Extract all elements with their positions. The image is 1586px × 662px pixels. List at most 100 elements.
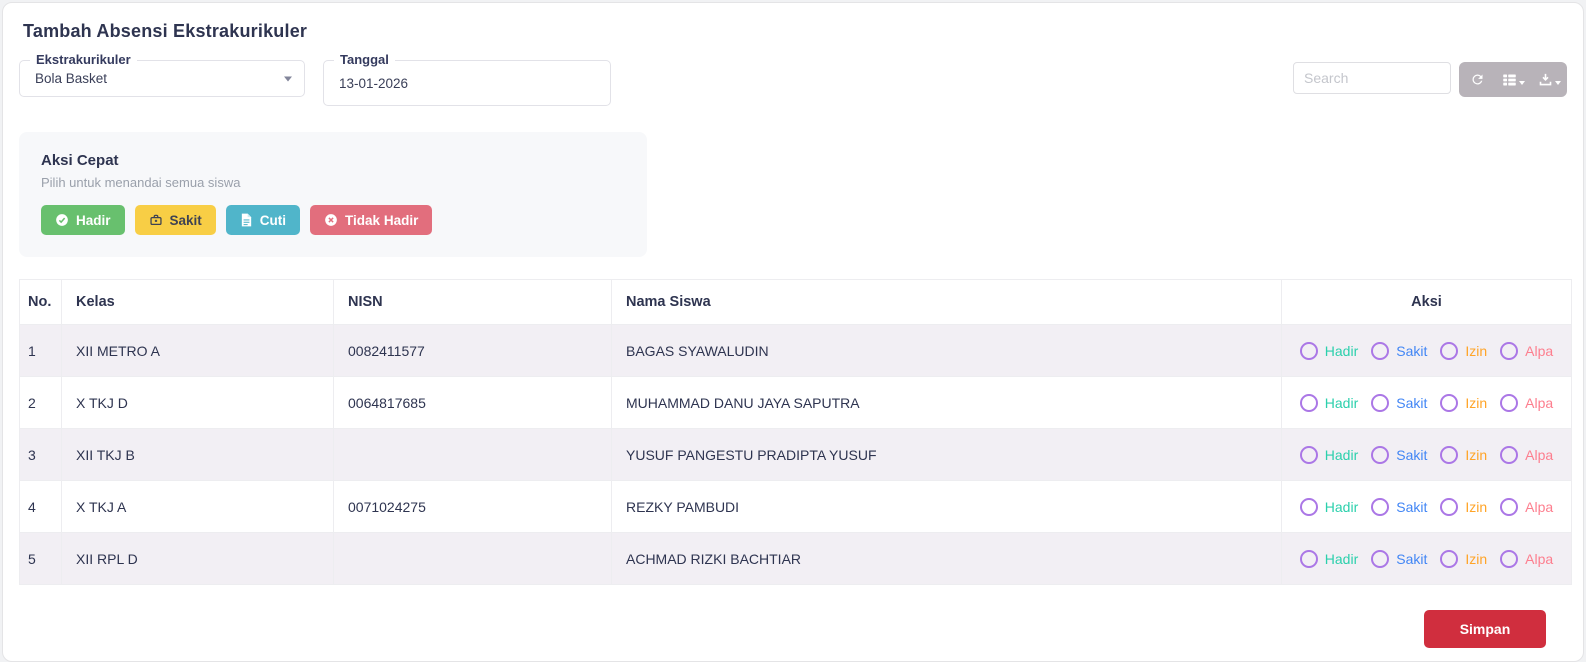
ekstrakurikuler-value: Bola Basket — [35, 71, 108, 86]
radio-label: Izin — [1465, 550, 1488, 567]
radio-option-hadir[interactable]: Hadir — [1299, 445, 1359, 464]
mark-all-hadir-button[interactable]: Hadir — [41, 205, 125, 235]
attendance-radio-group: Hadir Sakit Izin Alpa — [1296, 445, 1557, 464]
radio-label: Izin — [1465, 446, 1488, 463]
radio-option-izin[interactable]: Izin — [1440, 497, 1487, 516]
radio-circle[interactable] — [1371, 393, 1390, 412]
radio-circle[interactable] — [1440, 393, 1459, 412]
export-button[interactable] — [1531, 62, 1567, 97]
radio-circle[interactable] — [1440, 341, 1459, 360]
radio-option-alpa[interactable]: Alpa — [1500, 497, 1553, 516]
radio-circle[interactable] — [1371, 341, 1390, 360]
radio-option-hadir[interactable]: Hadir — [1299, 497, 1358, 516]
row-aksi-cell: Hadir Sakit Izin Alpa — [1281, 480, 1572, 533]
radio-circle[interactable] — [1500, 497, 1519, 516]
radio-label: Alpa — [1525, 446, 1554, 463]
columns-toggle-button[interactable] — [1495, 62, 1531, 97]
button-label: Cuti — [259, 212, 287, 228]
row-nama: ACHMAD RIZKI BACHTIAR — [611, 532, 1282, 585]
radio-circle[interactable] — [1299, 393, 1318, 412]
row-aksi-cell: Hadir Sakit Izin Alpa — [1281, 532, 1572, 585]
mark-all-sakit-button[interactable]: Sakit — [134, 205, 216, 235]
radio-label: Sakit — [1396, 498, 1428, 515]
attendance-radio-group: Hadir Sakit Izin Alpa — [1296, 341, 1557, 360]
radio-option-hadir[interactable]: Hadir — [1299, 549, 1358, 568]
radio-circle[interactable] — [1371, 549, 1390, 568]
radio-circle[interactable] — [1299, 549, 1318, 568]
radio-option-hadir[interactable]: Hadir — [1299, 341, 1359, 360]
medical-briefcase-icon — [149, 213, 163, 227]
radio-option-sakit[interactable]: Sakit — [1371, 445, 1428, 464]
row-no: 1 — [19, 324, 62, 377]
radio-circle[interactable] — [1500, 341, 1519, 360]
row-nisn: 0071024275 — [333, 480, 612, 533]
save-button[interactable]: Simpan — [1424, 610, 1546, 648]
radio-circle[interactable] — [1299, 497, 1318, 516]
radio-option-izin[interactable]: Izin — [1440, 341, 1487, 360]
refresh-icon — [1470, 72, 1485, 87]
row-nama: YUSUF PANGESTU PRADIPTA YUSUF — [611, 428, 1282, 481]
radio-circle[interactable] — [1440, 445, 1459, 464]
ekstrakurikuler-select[interactable]: Ekstrakurikuler Bola Basket — [19, 52, 305, 97]
radio-label: Hadir — [1324, 446, 1359, 463]
radio-circle[interactable] — [1440, 497, 1459, 516]
radio-label: Alpa — [1525, 550, 1554, 567]
button-label: Sakit — [169, 212, 202, 228]
button-label: Tidak Hadir — [345, 212, 419, 228]
search-input[interactable] — [1293, 62, 1451, 94]
row-aksi-cell: Hadir Sakit Izin Alpa — [1281, 376, 1572, 429]
row-no: 5 — [19, 532, 62, 585]
table-row: 3 XII TKJ B YUSUF PANGESTU PRADIPTA YUSUF H… — [19, 428, 1572, 481]
row-no: 2 — [19, 376, 62, 429]
quick-actions-title: Aksi Cepat — [41, 152, 119, 169]
table-toolbar — [1293, 60, 1567, 97]
radio-label: Alpa — [1525, 394, 1554, 411]
row-nisn — [333, 428, 612, 481]
row-kelas: XII TKJ B — [61, 428, 334, 481]
radio-option-alpa[interactable]: Alpa — [1500, 341, 1554, 360]
chevron-down-icon — [1554, 80, 1561, 85]
refresh-button[interactable] — [1459, 62, 1495, 97]
radio-label: Alpa — [1525, 342, 1554, 359]
header-aksi: Aksi — [1281, 279, 1572, 325]
file-document-icon — [240, 213, 253, 227]
radio-label: Hadir — [1324, 342, 1359, 359]
radio-circle[interactable] — [1371, 445, 1390, 464]
filter-row: Ekstrakurikuler Bola Basket Tanggal 13-0… — [19, 52, 1567, 106]
quick-actions-panel: Aksi Cepat Pilih untuk menandai semua si… — [19, 132, 647, 257]
quick-actions-subtitle: Pilih untuk menandai semua siswa — [41, 175, 241, 190]
mark-all-cuti-button[interactable]: Cuti — [225, 205, 301, 235]
radio-option-izin[interactable]: Izin — [1440, 549, 1488, 568]
radio-circle[interactable] — [1500, 445, 1519, 464]
attendance-radio-group: Hadir Sakit Izin Alpa — [1296, 393, 1557, 412]
radio-option-alpa[interactable]: Alpa — [1500, 393, 1554, 412]
radio-circle[interactable] — [1500, 393, 1519, 412]
radio-option-izin[interactable]: Izin — [1440, 445, 1488, 464]
radio-circle[interactable] — [1299, 341, 1318, 360]
row-kelas: X TKJ A — [61, 480, 334, 533]
radio-circle[interactable] — [1440, 549, 1459, 568]
radio-circle[interactable] — [1371, 497, 1390, 516]
table-row: 1 XII METRO A 0082411577 BAGAS SYAWALUDIN Ha… — [19, 324, 1572, 377]
mark-all-tidak-hadir-button[interactable]: Tidak Hadir — [310, 205, 433, 235]
radio-option-alpa[interactable]: Alpa — [1500, 549, 1554, 568]
radio-option-sakit[interactable]: Sakit — [1371, 393, 1427, 412]
radio-option-hadir[interactable]: Hadir — [1299, 393, 1358, 412]
radio-label: Sakit — [1396, 550, 1428, 567]
radio-label: Izin — [1465, 394, 1488, 411]
radio-circle[interactable] — [1299, 445, 1318, 464]
radio-option-alpa[interactable]: Alpa — [1500, 445, 1554, 464]
radio-option-sakit[interactable]: Sakit — [1371, 497, 1428, 516]
tanggal-input[interactable]: Tanggal 13-01-2026 — [323, 52, 611, 106]
radio-option-izin[interactable]: Izin — [1440, 393, 1488, 412]
x-circle-icon — [324, 213, 338, 227]
radio-option-sakit[interactable]: Sakit — [1371, 341, 1427, 360]
radio-circle[interactable] — [1500, 549, 1519, 568]
header-no: No. — [19, 279, 62, 325]
radio-label: Sakit — [1396, 446, 1428, 463]
row-kelas: XII RPL D — [61, 532, 334, 585]
radio-option-sakit[interactable]: Sakit — [1371, 549, 1428, 568]
